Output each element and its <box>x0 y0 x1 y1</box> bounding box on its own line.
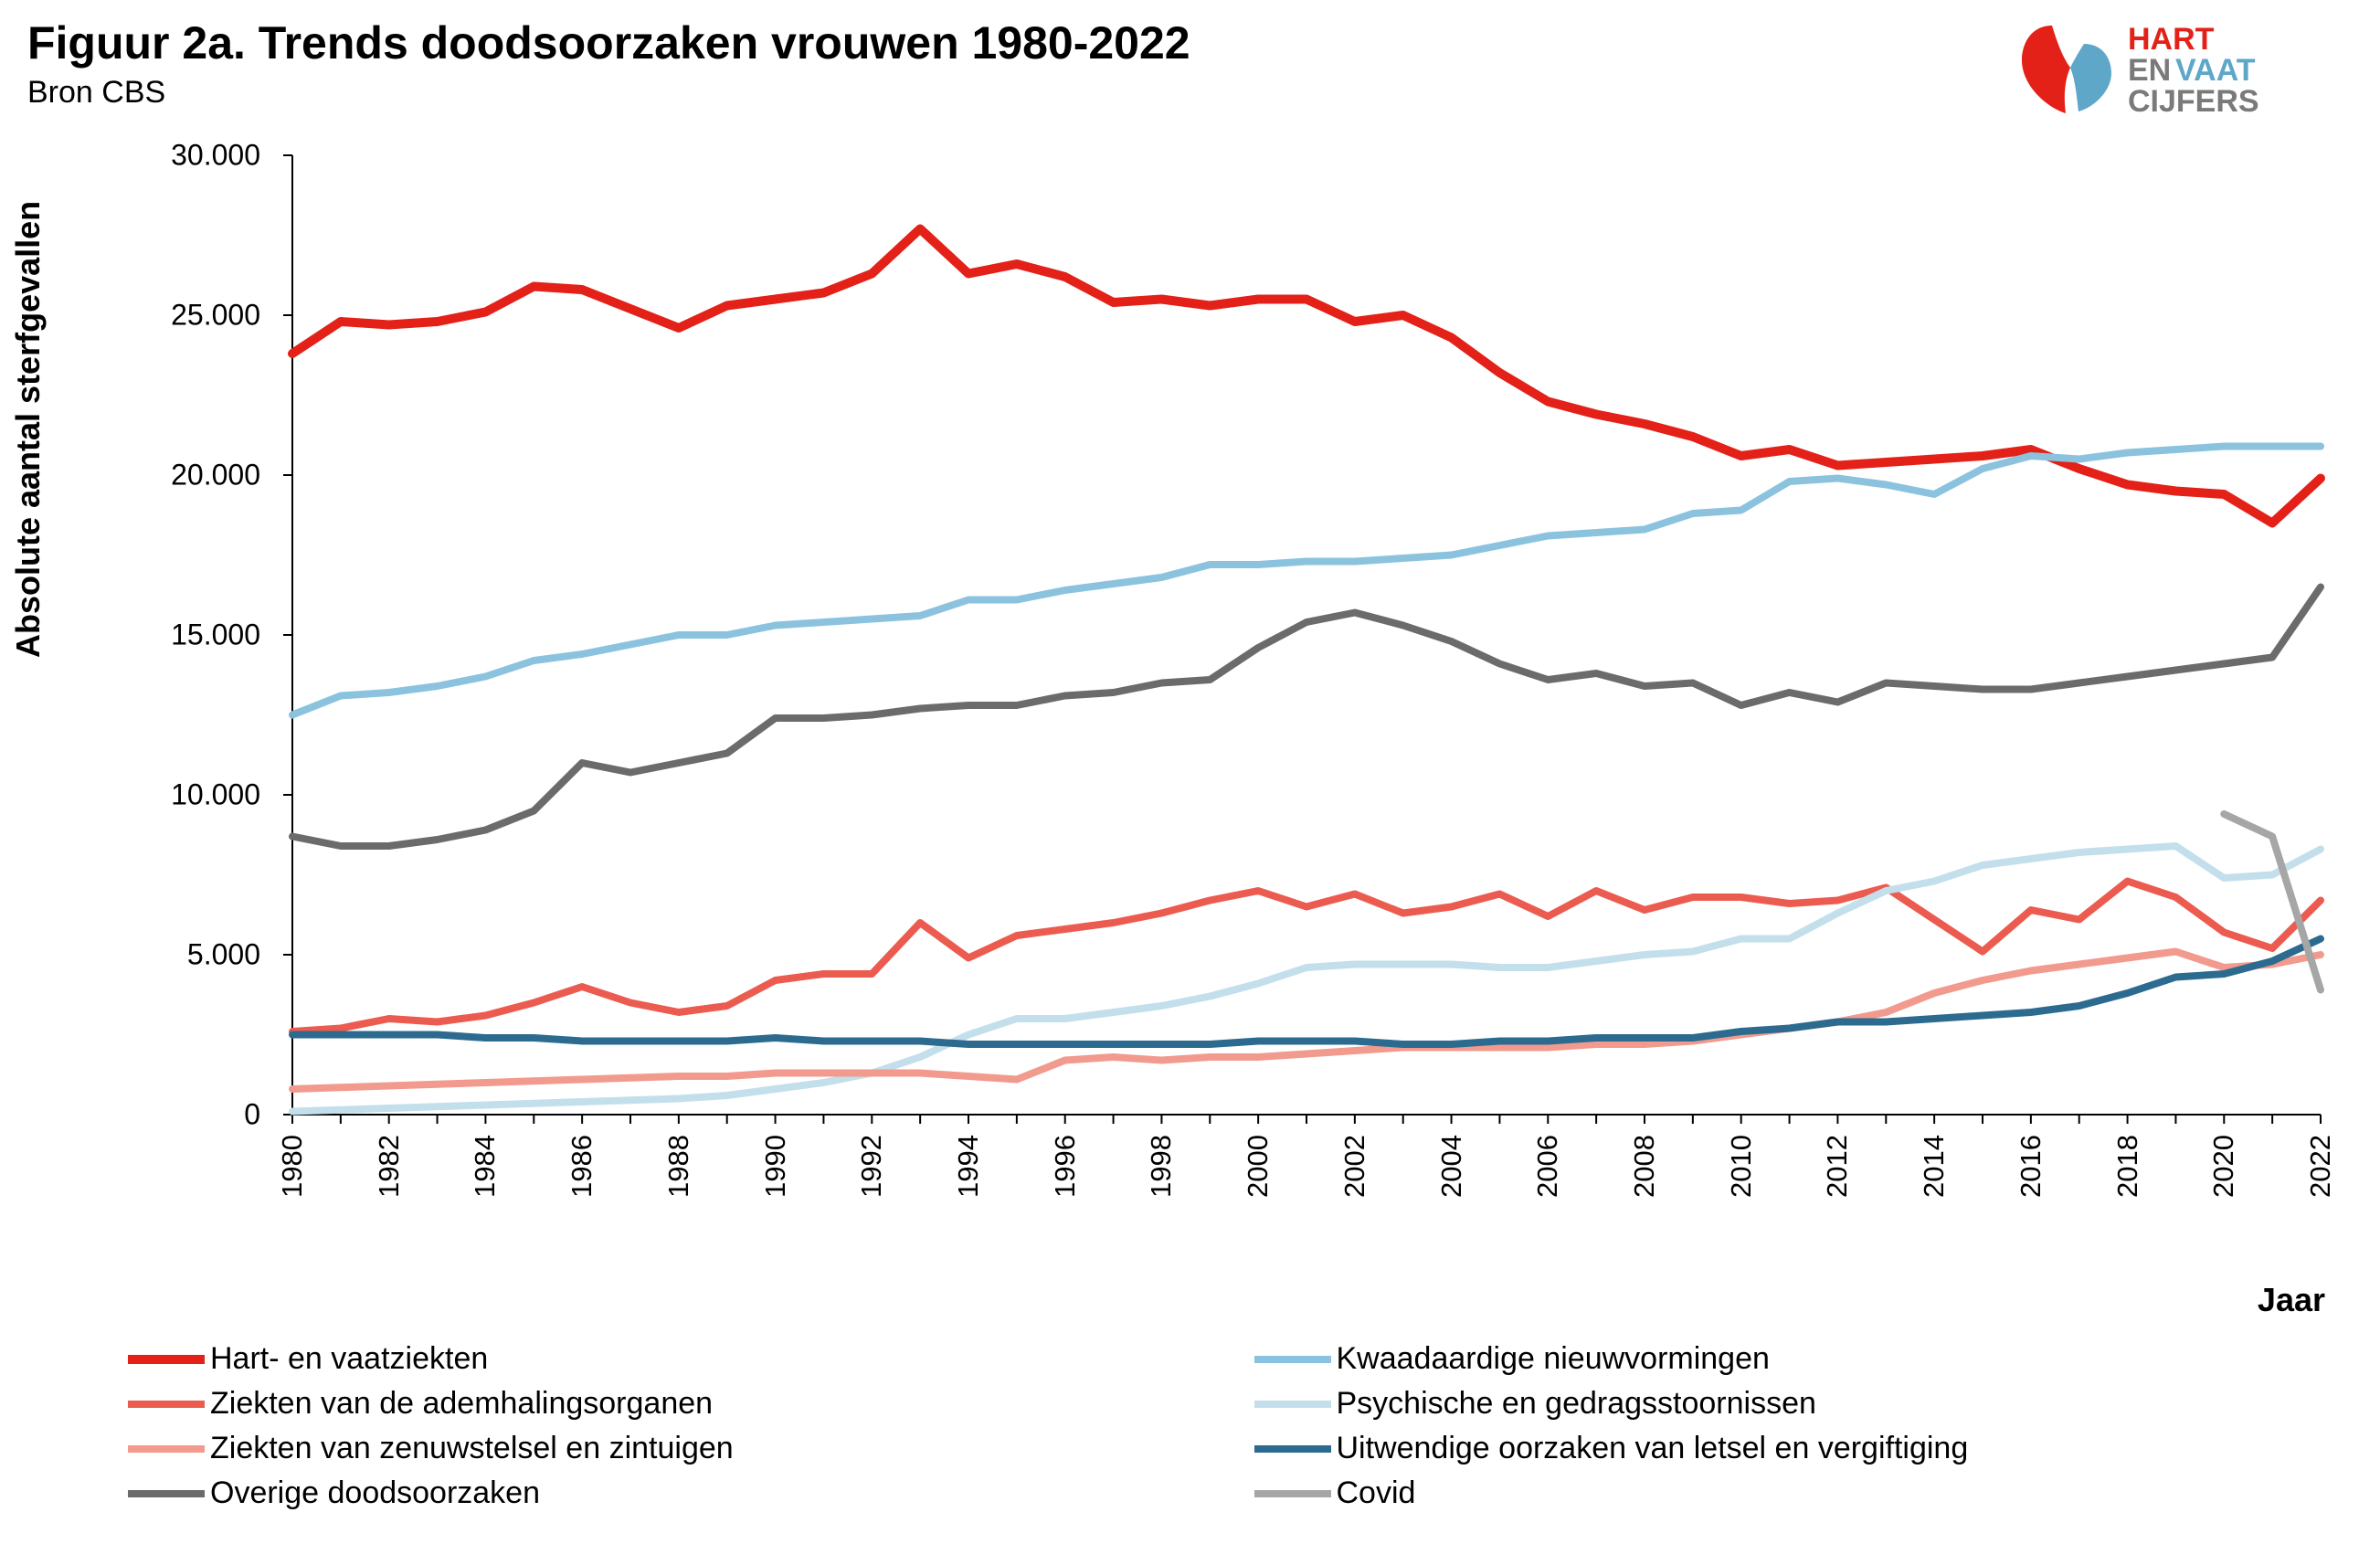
y-tick-label: 0 <box>114 1098 260 1132</box>
x-axis-title: Jaar <box>2258 1281 2325 1319</box>
logo-text-hart: HART <box>2128 22 2215 57</box>
legend-item-uitwendige-oorzaken: Uitwendige oorzaken van letsel en vergif… <box>1254 1431 2326 1466</box>
y-tick-label: 15.000 <box>114 619 260 652</box>
x-tick-label: 1990 <box>759 1135 792 1198</box>
legend-item-hart-vaatziekten: Hart- en vaatziekten <box>128 1341 1200 1377</box>
x-tick-label: 1998 <box>1145 1135 1178 1198</box>
x-tick-label: 2016 <box>2015 1135 2047 1198</box>
legend: Hart- en vaatziekten Kwaadaardige nieuwvo… <box>128 1341 2325 1511</box>
legend-item-psychische-gedragsstoornissen: Psychische en gedragsstoornissen <box>1254 1386 2326 1422</box>
logo-text-vaat: VAAT <box>2175 53 2256 88</box>
logo-text-en: EN <box>2128 53 2171 88</box>
x-tick-label: 2012 <box>1821 1135 1854 1198</box>
series-line-ademhalingsorganen <box>292 882 2321 1032</box>
y-tick-label: 10.000 <box>114 778 260 812</box>
legend-item-covid: Covid <box>1254 1475 2326 1511</box>
x-tick-label: 1984 <box>469 1135 502 1198</box>
x-tick-label: 1988 <box>662 1135 695 1198</box>
plot-area <box>274 155 2339 1115</box>
legend-label: Uitwendige oorzaken van letsel en vergif… <box>1337 1431 1969 1466</box>
x-tick-label: 2022 <box>2304 1135 2337 1198</box>
legend-item-ademhalingsorganen: Ziekten van de ademhalingsorganen <box>128 1386 1200 1422</box>
y-tick-label: 30.000 <box>114 139 260 173</box>
x-tick-label: 2004 <box>1435 1135 1468 1198</box>
figure-container: Figuur 2a. Trends doodsoorzaken vrouwen … <box>0 0 2380 1544</box>
y-tick-label: 25.000 <box>114 299 260 333</box>
legend-label: Kwaadaardige nieuwvormingen <box>1337 1341 1770 1377</box>
series-line-overige-doodsoorzaken <box>292 587 2321 847</box>
x-tick-label: 1996 <box>1049 1135 1082 1198</box>
x-tick-label: 2014 <box>1918 1135 1951 1198</box>
legend-item-overige-doodsoorzaken: Overige doodsoorzaken <box>128 1475 1200 1511</box>
legend-swatch <box>128 1355 205 1364</box>
series-line-kwaadaardige-nieuwvormingen <box>292 447 2321 715</box>
legend-label: Covid <box>1337 1475 1416 1511</box>
y-axis-title: Absolute aantal sterfgevallen <box>9 201 48 658</box>
legend-item-kwaadaardige-nieuwvormingen: Kwaadaardige nieuwvormingen <box>1254 1341 2326 1377</box>
legend-label: Ziekten van de ademhalingsorganen <box>210 1386 713 1422</box>
legend-swatch <box>128 1445 205 1453</box>
legend-swatch <box>1254 1490 1331 1497</box>
legend-swatch <box>128 1490 205 1497</box>
x-tick-label: 2020 <box>2207 1135 2240 1198</box>
series-line-zenuwstelsel-zintuigen <box>292 952 2321 1090</box>
x-tick-label: 2018 <box>2111 1135 2144 1198</box>
legend-label: Psychische en gedragsstoornissen <box>1337 1386 1816 1422</box>
series-line-hart-vaatziekten <box>292 229 2321 523</box>
logo-text-cijfers: CIJFERS <box>2128 84 2259 117</box>
x-tick-label: 2006 <box>1531 1135 1564 1198</box>
legend-swatch <box>1254 1445 1331 1453</box>
x-tick-label: 2008 <box>1628 1135 1661 1198</box>
x-tick-label: 2010 <box>1725 1135 1758 1198</box>
legend-swatch <box>128 1401 205 1408</box>
y-tick-label: 20.000 <box>114 459 260 492</box>
y-tick-label: 5.000 <box>114 938 260 972</box>
legend-swatch <box>1254 1356 1331 1363</box>
x-tick-label: 2002 <box>1338 1135 1371 1198</box>
x-tick-label: 1980 <box>276 1135 309 1198</box>
legend-label: Overige doodsoorzaken <box>210 1475 540 1511</box>
x-tick-label: 1986 <box>566 1135 598 1198</box>
brand-logo: HART EN VAAT CIJFERS <box>2020 18 2349 117</box>
chart-title: Figuur 2a. Trends doodsoorzaken vrouwen … <box>27 16 1190 69</box>
legend-label: Ziekten van zenuwstelsel en zintuigen <box>210 1431 734 1466</box>
x-tick-label: 1994 <box>952 1135 985 1198</box>
x-tick-label: 1992 <box>855 1135 888 1198</box>
legend-item-zenuwstelsel-zintuigen: Ziekten van zenuwstelsel en zintuigen <box>128 1431 1200 1466</box>
chart-subtitle: Bron CBS <box>27 75 165 111</box>
series-line-psychische-gedragsstoornissen <box>292 846 2321 1112</box>
legend-label: Hart- en vaatziekten <box>210 1341 488 1377</box>
x-tick-label: 2000 <box>1242 1135 1275 1198</box>
x-tick-label: 1982 <box>373 1135 406 1198</box>
legend-swatch <box>1254 1401 1331 1408</box>
